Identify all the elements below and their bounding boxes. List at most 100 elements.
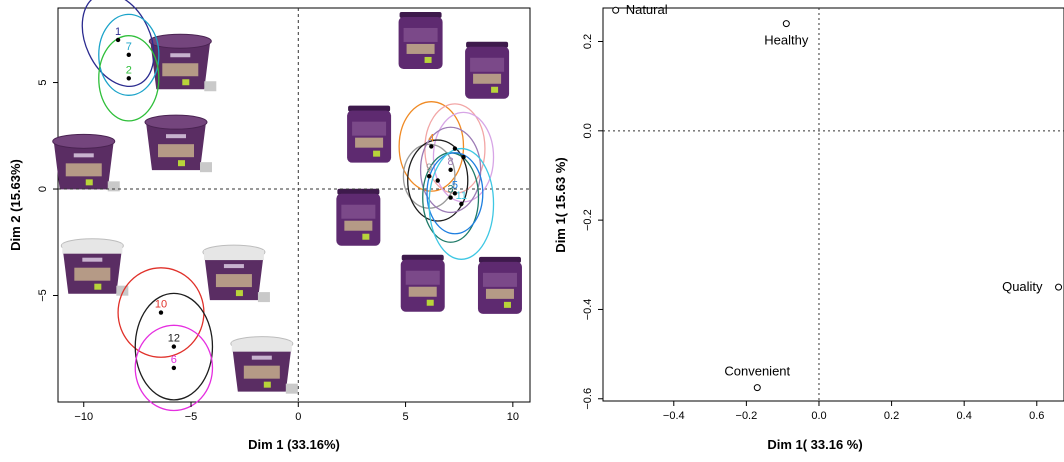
cup-brand-text — [251, 355, 272, 360]
product-images — [52, 11, 522, 394]
product-image-jar — [347, 105, 392, 163]
left-y-axis-label: Dim 2 (15.63%) — [8, 159, 23, 251]
product-image-cup-white-lid — [230, 336, 298, 394]
point-label-12: 12 — [168, 333, 180, 345]
right-y-axis-label: Dim 1( 15.63 %) — [553, 157, 568, 252]
cup-badge — [182, 79, 190, 86]
attribute-points: Natural Healthy Quality Convenient — [612, 2, 1063, 392]
point-label-1: 1 — [115, 26, 121, 38]
point-2 — [126, 76, 131, 81]
y-tick-label: 0.2 — [582, 34, 594, 49]
ellipse-12 — [134, 292, 214, 401]
cup-badge — [85, 179, 93, 186]
jar-cap — [399, 11, 442, 18]
product-image-cup-purple — [144, 114, 212, 173]
attribute-point-natural — [612, 6, 620, 14]
point-label-3: 3 — [448, 184, 454, 196]
point-label-11: 11 — [456, 190, 467, 202]
point-label-10: 10 — [155, 299, 167, 311]
point-6 — [171, 365, 177, 371]
jar-label — [405, 270, 440, 285]
point-9 — [426, 174, 432, 179]
point-1 — [115, 37, 121, 43]
point-11 — [459, 201, 464, 207]
right-x-ticks: −0.4 −0.2 0.0 0.2 0.4 0.6 — [663, 401, 1044, 422]
y-tick-label: −0.6 — [582, 388, 594, 410]
product-image-cup-white-lid — [60, 238, 129, 296]
left-reference-lines — [58, 8, 530, 402]
right-reference-lines — [603, 8, 1064, 401]
point-5 — [452, 191, 458, 196]
cup-shadow — [107, 181, 120, 192]
jar-photo — [473, 73, 502, 84]
jar-body — [398, 16, 443, 69]
ellipse-11 — [428, 147, 495, 260]
ellipse-unlabeled-7 — [407, 139, 469, 222]
cup-badge — [94, 283, 102, 290]
jar-photo — [485, 288, 514, 299]
x-tick-label: 0.6 — [1029, 410, 1044, 422]
attribute-label-quality: Quality — [1002, 279, 1043, 294]
cup-badge — [263, 381, 271, 388]
x-tick-label: −10 — [74, 411, 93, 423]
attribute-label-natural: Natural — [626, 2, 668, 17]
right-panel: Natural Healthy Quality Convenient −0.4 −0.2… — [553, 2, 1064, 452]
jar-badge — [426, 299, 434, 306]
point-unlabeled-4 — [452, 146, 458, 151]
product-image-jar — [477, 256, 522, 314]
cup-shadow — [285, 383, 298, 394]
ellipse-6 — [134, 324, 214, 412]
point-12 — [171, 344, 177, 349]
ellipse-7 — [98, 13, 160, 96]
point-3 — [448, 195, 453, 200]
right-plot-frame — [602, 7, 1064, 402]
ellipse-4 — [398, 101, 465, 192]
x-tick-label: −5 — [185, 411, 198, 423]
cup-photo — [215, 274, 252, 288]
cup-shadow — [204, 81, 217, 92]
point-4 — [429, 144, 434, 149]
y-tick-label: −0.2 — [582, 209, 594, 231]
jar-label — [470, 57, 505, 72]
cup-brand-text — [170, 53, 191, 58]
cup-badge — [235, 290, 243, 297]
x-tick-label: −0.4 — [663, 410, 685, 422]
y-tick-label: 0 — [37, 186, 49, 192]
attribute-point-quality — [1055, 283, 1063, 291]
jar-photo — [406, 43, 435, 54]
x-tick-label: 5 — [403, 411, 409, 423]
point-unlabeled-5 — [461, 154, 466, 160]
cup-photo — [65, 163, 102, 177]
left-y-ticks: −5 0 5 — [37, 79, 58, 302]
jar-body — [477, 261, 522, 314]
jar-photo — [344, 220, 373, 231]
jar-label — [352, 121, 387, 136]
product-image-cup-purple — [52, 133, 120, 192]
cup-brand-text — [223, 264, 244, 269]
left-x-ticks: −10 −5 0 5 10 — [74, 402, 519, 423]
point-label-9: 9 — [426, 162, 432, 174]
ellipse-1 — [81, 0, 155, 88]
jar-photo — [355, 137, 384, 148]
jar-cap — [337, 188, 380, 195]
confidence-ellipses — [81, 0, 495, 412]
jar-cap — [348, 105, 391, 112]
left-plot-frame — [57, 7, 531, 403]
y-tick-label: 0.0 — [582, 123, 594, 138]
cup-lid — [52, 133, 116, 149]
jar-photo — [408, 286, 437, 297]
product-image-jar — [398, 11, 443, 69]
cup-photo — [162, 63, 199, 77]
attribute-point-healthy — [782, 20, 790, 28]
y-tick-label: 5 — [37, 79, 49, 85]
cup-shadow — [116, 285, 129, 296]
cup-lid-band — [62, 243, 123, 254]
cup-lid-band — [231, 341, 292, 352]
attribute-label-convenient: Convenient — [724, 364, 790, 379]
jar-body — [400, 259, 445, 312]
ellipse-5 — [426, 152, 484, 235]
point-label-8: 8 — [448, 156, 454, 168]
cup-brand-text — [82, 257, 103, 262]
